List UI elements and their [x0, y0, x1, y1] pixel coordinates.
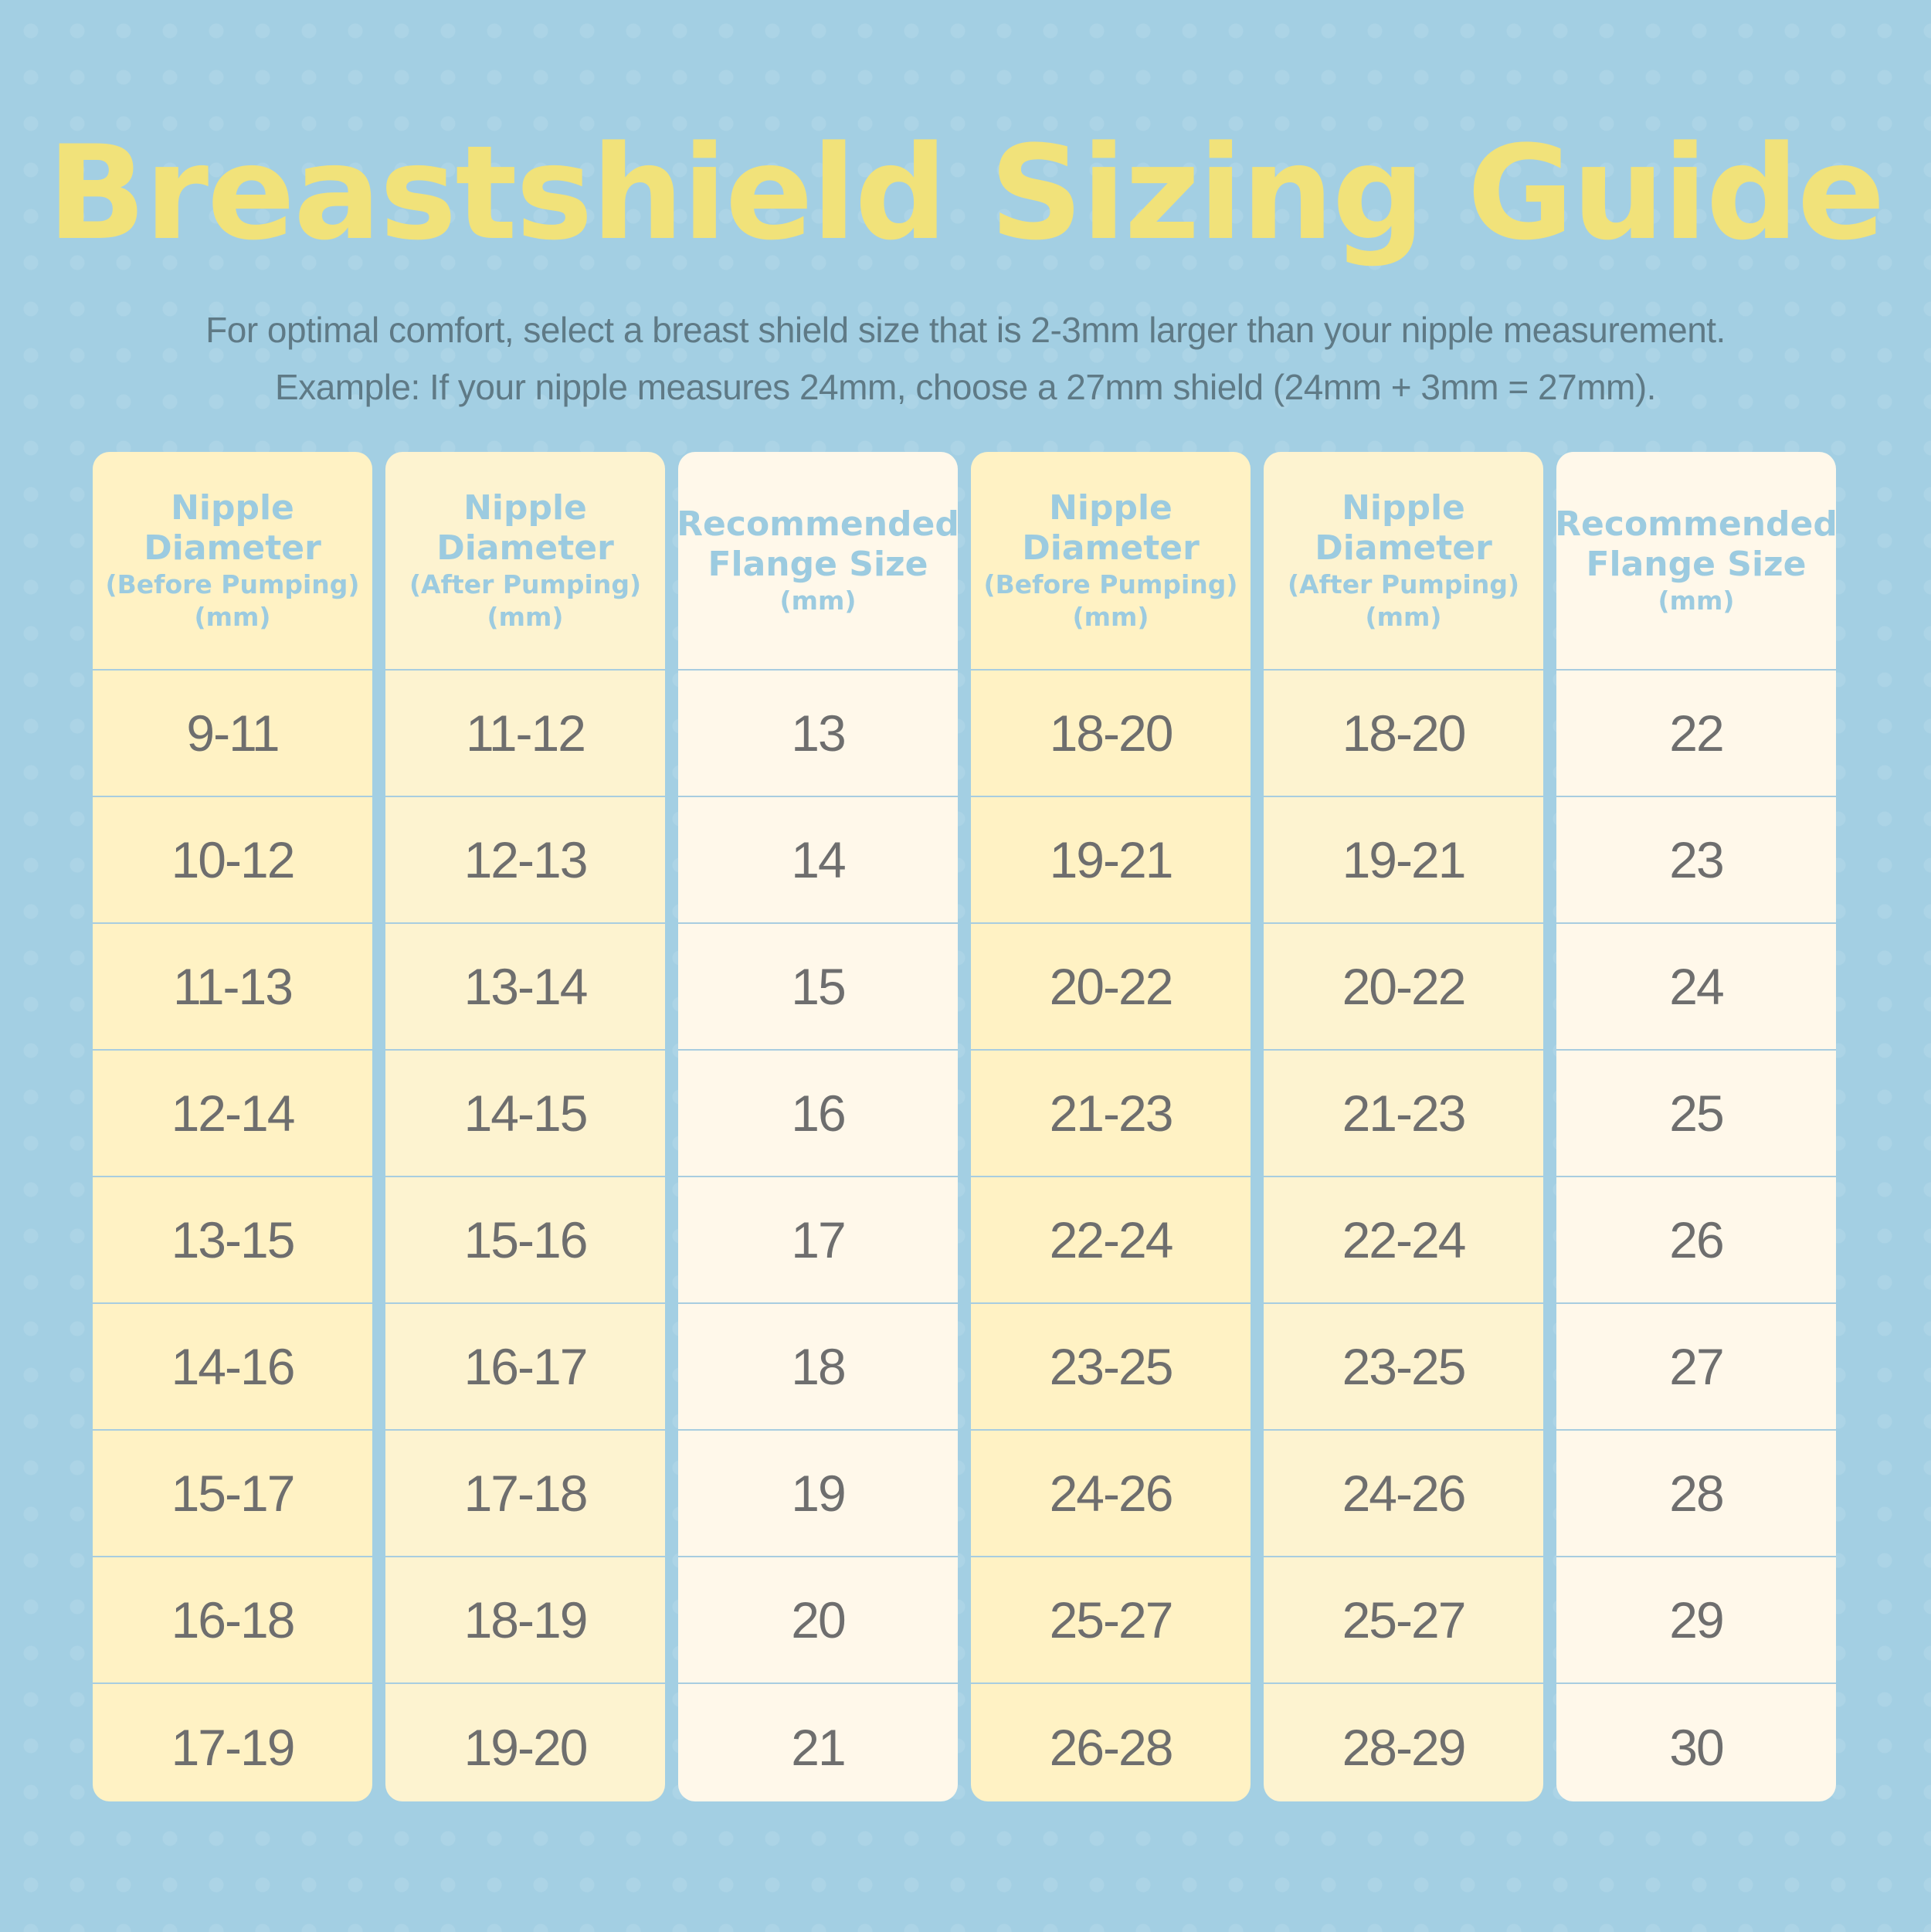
table-cell: 27 [1556, 1304, 1836, 1431]
table-cell: 25-27 [1264, 1557, 1543, 1684]
table-cell: 24-26 [1264, 1431, 1543, 1557]
table-cell: 15-17 [93, 1431, 372, 1557]
table-cell: 28 [1556, 1431, 1836, 1557]
header-line1: Recommended [1556, 504, 1836, 544]
header-sub2: (mm) [1365, 601, 1442, 632]
table-cell: 23-25 [1264, 1304, 1543, 1431]
table-column: Recommended Flange Size (mm) 22 23 24 25 26 27 28… [1556, 452, 1836, 1801]
header-line2: Diameter [144, 528, 321, 568]
table-cell: 15 [678, 924, 958, 1051]
table-cell: 28-29 [1342, 1719, 1467, 1776]
header-line1: Recommended [678, 504, 958, 544]
table-cell: 19-20 [463, 1719, 589, 1776]
column-header: Nipple Diameter (After Pumping) (mm) [1264, 452, 1543, 671]
table-cell: 23-25 [971, 1304, 1251, 1431]
table-column: Recommended Flange Size (mm) 13 14 15 16 17 18 19… [678, 452, 958, 1801]
sizing-table: Nipple Diameter (Before Pumping) (mm) 9-11 10… [93, 452, 1836, 1801]
table-cell: 24-26 [971, 1431, 1251, 1557]
table-cell: 17 [678, 1177, 958, 1304]
table-cell: 23 [1556, 797, 1836, 924]
table-cell: 22-24 [1264, 1177, 1543, 1304]
table-cell: 18 [678, 1304, 958, 1431]
table-cell: 19-21 [971, 797, 1251, 924]
table-cell: 10-12 [93, 797, 372, 924]
table-cell: 21 [791, 1719, 846, 1776]
header-line1: Nipple [1342, 487, 1465, 528]
header-line1: Nipple [463, 487, 587, 528]
header-line2: Diameter [1315, 528, 1492, 568]
table-cell: 18-20 [971, 671, 1251, 797]
table-cell: 16 [678, 1051, 958, 1177]
table-cell: 16-17 [385, 1304, 665, 1431]
header-sub1: (After Pumping) [1287, 569, 1520, 599]
table-cell: 12-14 [93, 1051, 372, 1177]
table-cell: 16-18 [93, 1557, 372, 1684]
table-cell: 14-16 [93, 1304, 372, 1431]
table-cell: 26 [1556, 1177, 1836, 1304]
header-sub1: (mm) [1658, 585, 1735, 616]
column-header: Nipple Diameter (Before Pumping) (mm) [93, 452, 372, 671]
header-sub1: (After Pumping) [409, 569, 642, 599]
table-cell: 25-27 [971, 1557, 1251, 1684]
header-sub1: (mm) [779, 585, 857, 616]
subtitle: For optimal comfort, select a breast shi… [0, 301, 1931, 416]
header-sub1: (Before Pumping) [983, 569, 1238, 599]
table-cell: 13 [678, 671, 958, 797]
table-cell: 20-22 [971, 924, 1251, 1051]
column-header: Recommended Flange Size (mm) [678, 452, 958, 671]
subtitle-line-1: For optimal comfort, select a breast shi… [205, 310, 1726, 350]
table-cell: 14-15 [385, 1051, 665, 1177]
table-cell: 25 [1556, 1051, 1836, 1177]
header-line2: Diameter [1022, 528, 1200, 568]
table-cell: 18-19 [385, 1557, 665, 1684]
header-sub2: (mm) [1072, 601, 1149, 632]
subtitle-line-2: Example: If your nipple measures 24mm, c… [275, 367, 1656, 407]
table-cell: 17-19 [171, 1719, 296, 1776]
table-cell: 22-24 [971, 1177, 1251, 1304]
table-cell: 13-15 [93, 1177, 372, 1304]
table-cell: 9-11 [93, 671, 372, 797]
column-header: Recommended Flange Size (mm) [1556, 452, 1836, 671]
header-line1: Nipple [171, 487, 294, 528]
table-cell: 11-12 [385, 671, 665, 797]
header-line2: Flange Size [708, 544, 928, 584]
table-cell: 29 [1556, 1557, 1836, 1684]
table-column: Nipple Diameter (Before Pumping) (mm) 18-20 1… [971, 452, 1251, 1801]
table-cell: 17-18 [385, 1431, 665, 1557]
table-cell: 11-13 [93, 924, 372, 1051]
table-cell: 26-28 [1049, 1719, 1174, 1776]
table-cell: 20-22 [1264, 924, 1543, 1051]
header-sub1: (Before Pumping) [105, 569, 360, 599]
table-cell: 30 [1669, 1719, 1724, 1776]
table-cell: 21-23 [1264, 1051, 1543, 1177]
table-cell: 13-14 [385, 924, 665, 1051]
table-cell: 18-20 [1264, 671, 1543, 797]
table-column: Nipple Diameter (After Pumping) (mm) 18-20 19… [1264, 452, 1543, 1801]
page-title: Breastshield Sizing Guide [47, 117, 1885, 269]
table-cell: 14 [678, 797, 958, 924]
table-cell: 24 [1556, 924, 1836, 1051]
table-cell: 12-13 [385, 797, 665, 924]
table-column: Nipple Diameter (After Pumping) (mm) 11-12 12… [385, 452, 665, 1801]
header-sub2: (mm) [194, 601, 271, 632]
table-column: Nipple Diameter (Before Pumping) (mm) 9-11 10… [93, 452, 372, 1801]
header-line1: Nipple [1049, 487, 1173, 528]
column-header: Nipple Diameter (After Pumping) (mm) [385, 452, 665, 671]
table-cell: 19-21 [1264, 797, 1543, 924]
header-sub2: (mm) [487, 601, 564, 632]
table-cell: 20 [678, 1557, 958, 1684]
table-cell: 19 [678, 1431, 958, 1557]
table-cell: 21-23 [971, 1051, 1251, 1177]
table-cell: 15-16 [385, 1177, 665, 1304]
column-header: Nipple Diameter (Before Pumping) (mm) [971, 452, 1251, 671]
table-cell: 22 [1556, 671, 1836, 797]
header-line2: Diameter [436, 528, 614, 568]
header-line2: Flange Size [1586, 544, 1807, 584]
